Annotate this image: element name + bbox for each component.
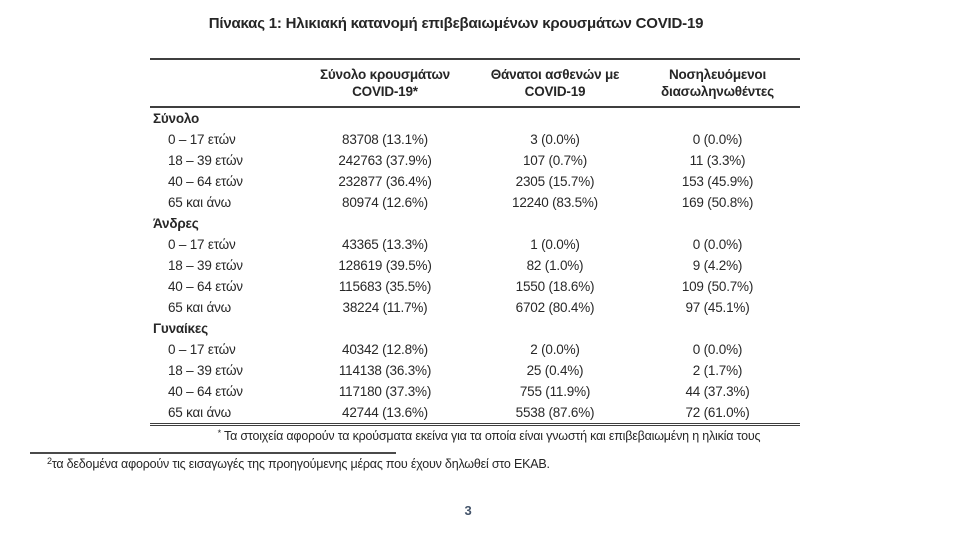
group-label-men: Άνδρες — [153, 216, 199, 231]
header-row: Σύνολο κρουσμάτων COVID-19* Θάνατοι ασθε… — [150, 59, 800, 107]
cases-value: 232877 (36.4%) — [338, 174, 432, 189]
footnote-marker: 2 — [47, 456, 52, 466]
deaths-value: 6702 (80.4%) — [515, 300, 595, 315]
table-row: 40 – 64 ετών 115683 (35.5%) 1550 (18.6%)… — [150, 276, 800, 297]
header-line: COVID-19 — [524, 84, 586, 99]
table-row: 18 – 39 ετών 242763 (37.9%) 107 (0.7%) 1… — [150, 150, 800, 171]
cases-value: 38224 (11.7%) — [342, 300, 428, 315]
intubated-value: 11 (3.3%) — [689, 153, 746, 168]
table-row: 40 – 64 ετών 117180 (37.3%) 755 (11.9%) … — [150, 381, 800, 402]
age-label: 40 – 64 ετών — [168, 384, 243, 399]
age-label: 0 – 17 ετών — [168, 342, 236, 357]
header-line: διασωληνωθέντες — [661, 84, 774, 99]
intubated-value: 9 (4.2%) — [692, 258, 743, 273]
cases-value: 80974 (12.6%) — [342, 195, 428, 210]
deaths-value: 1 (0.0%) — [530, 237, 580, 252]
covid-age-table: Σύνολο κρουσμάτων COVID-19* Θάνατοι ασθε… — [150, 58, 800, 426]
table-body: Σύνολο 0 – 17 ετών 83708 (13.1%) 3 (0.0%… — [150, 107, 800, 426]
cases-value: 43365 (13.3%) — [342, 237, 428, 252]
table-row: 0 – 17 ετών 43365 (13.3%) 1 (0.0%) 0 (0.… — [150, 234, 800, 255]
intubated-value: 2 (1.7%) — [692, 363, 743, 378]
header-intubated: Νοσηλευόμενοι διασωληνωθέντες — [635, 59, 800, 107]
deaths-value: 755 (11.9%) — [519, 384, 591, 399]
group-label-women: Γυναίκες — [153, 321, 208, 336]
footnote-text: Τα στοιχεία αφορούν τα κρούσματα εκείνα … — [224, 429, 761, 443]
intubated-value: 169 (50.8%) — [681, 195, 754, 210]
intubated-value: 72 (61.0%) — [635, 402, 800, 426]
header-deaths: Θάνατοι ασθενών με COVID-19 — [475, 59, 635, 107]
table-footnote: * Τα στοιχεία αφορούν τα κρούσματα εκείν… — [0, 428, 978, 443]
intubated-value: 0 (0.0%) — [692, 237, 743, 252]
intubated-value: 44 (37.3%) — [685, 384, 750, 399]
deaths-value: 3 (0.0%) — [530, 132, 580, 147]
cases-value: 242763 (37.9%) — [338, 153, 432, 168]
group-label-total: Σύνολο — [153, 111, 200, 126]
header-line: Θάνατοι ασθενών με — [490, 67, 620, 82]
age-label: 0 – 17 ετών — [168, 237, 236, 252]
deaths-value: 2305 (15.7%) — [515, 174, 595, 189]
age-label: 18 – 39 ετών — [168, 153, 243, 168]
header-line: COVID-19* — [352, 84, 418, 99]
table-row: 65 και άνω 38224 (11.7%) 6702 (80.4%) 97… — [150, 297, 800, 318]
cases-value: 42744 (13.6%) — [295, 402, 475, 426]
table-row: 0 – 17 ετών 40342 (12.8%) 2 (0.0%) 0 (0.… — [150, 339, 800, 360]
cases-value: 128619 (39.5%) — [338, 258, 432, 273]
age-label: 40 – 64 ετών — [168, 174, 243, 189]
table-title: Πίνακας 1: Ηλικιακή κατανομή επιβεβαιωμέ… — [208, 15, 704, 32]
deaths-value: 2 (0.0%) — [530, 342, 580, 357]
cases-value: 115683 (35.5%) — [338, 279, 432, 294]
header-total-cases: Σύνολο κρουσμάτων COVID-19* — [295, 59, 475, 107]
footnote-text: τα δεδομένα αφορούν τις εισαγωγές της πρ… — [51, 457, 550, 471]
deaths-value: 107 (0.7%) — [522, 153, 588, 168]
intubated-value: 97 (45.1%) — [685, 300, 750, 315]
cases-value: 83708 (13.1%) — [342, 132, 428, 147]
table-row: 18 – 39 ετών 114138 (36.3%) 25 (0.4%) 2 … — [150, 360, 800, 381]
page-footnote: 2τα δεδομένα αφορούν τις εισαγωγές της π… — [47, 456, 550, 471]
age-label: 0 – 17 ετών — [168, 132, 236, 147]
cases-value: 40342 (12.8%) — [342, 342, 428, 357]
data-table: Σύνολο κρουσμάτων COVID-19* Θάνατοι ασθε… — [150, 58, 800, 426]
table-header: Σύνολο κρουσμάτων COVID-19* Θάνατοι ασθε… — [150, 59, 800, 107]
group-header-row: Άνδρες — [150, 213, 800, 234]
deaths-value: 82 (1.0%) — [526, 258, 584, 273]
age-label: 65 και άνω — [168, 195, 232, 210]
table-row: 18 – 39 ετών 128619 (39.5%) 82 (1.0%) 9 … — [150, 255, 800, 276]
deaths-value: 12240 (83.5%) — [512, 195, 598, 210]
header-empty — [150, 59, 295, 107]
age-label: 18 – 39 ετών — [168, 363, 243, 378]
page-number: 3 — [464, 503, 472, 518]
intubated-value: 109 (50.7%) — [681, 279, 754, 294]
group-header-row: Σύνολο — [150, 107, 800, 129]
header-line: Σύνολο κρουσμάτων — [320, 67, 450, 82]
intubated-value: 0 (0.0%) — [692, 132, 743, 147]
intubated-value: 153 (45.9%) — [681, 174, 754, 189]
intubated-value: 0 (0.0%) — [692, 342, 743, 357]
group-header-row: Γυναίκες — [150, 318, 800, 339]
deaths-value: 25 (0.4%) — [526, 363, 584, 378]
footnote-divider — [30, 452, 396, 454]
table-row: 0 – 17 ετών 83708 (13.1%) 3 (0.0%) 0 (0.… — [150, 129, 800, 150]
footnote-marker: * — [217, 428, 222, 438]
table-row: 65 και άνω 80974 (12.6%) 12240 (83.5%) 1… — [150, 192, 800, 213]
age-label: 40 – 64 ετών — [168, 279, 243, 294]
deaths-value: 1550 (18.6%) — [515, 279, 595, 294]
deaths-value: 5538 (87.6%) — [475, 402, 635, 426]
age-label: 18 – 39 ετών — [168, 258, 243, 273]
header-line: Νοσηλευόμενοι — [668, 67, 767, 82]
table-row: 40 – 64 ετών 232877 (36.4%) 2305 (15.7%)… — [150, 171, 800, 192]
table-row: 65 και άνω 42744 (13.6%) 5538 (87.6%) 72… — [150, 402, 800, 426]
cases-value: 114138 (36.3%) — [338, 363, 432, 378]
age-label: 65 και άνω — [168, 300, 232, 315]
age-label: 65 και άνω — [150, 402, 295, 426]
cases-value: 117180 (37.3%) — [338, 384, 432, 399]
